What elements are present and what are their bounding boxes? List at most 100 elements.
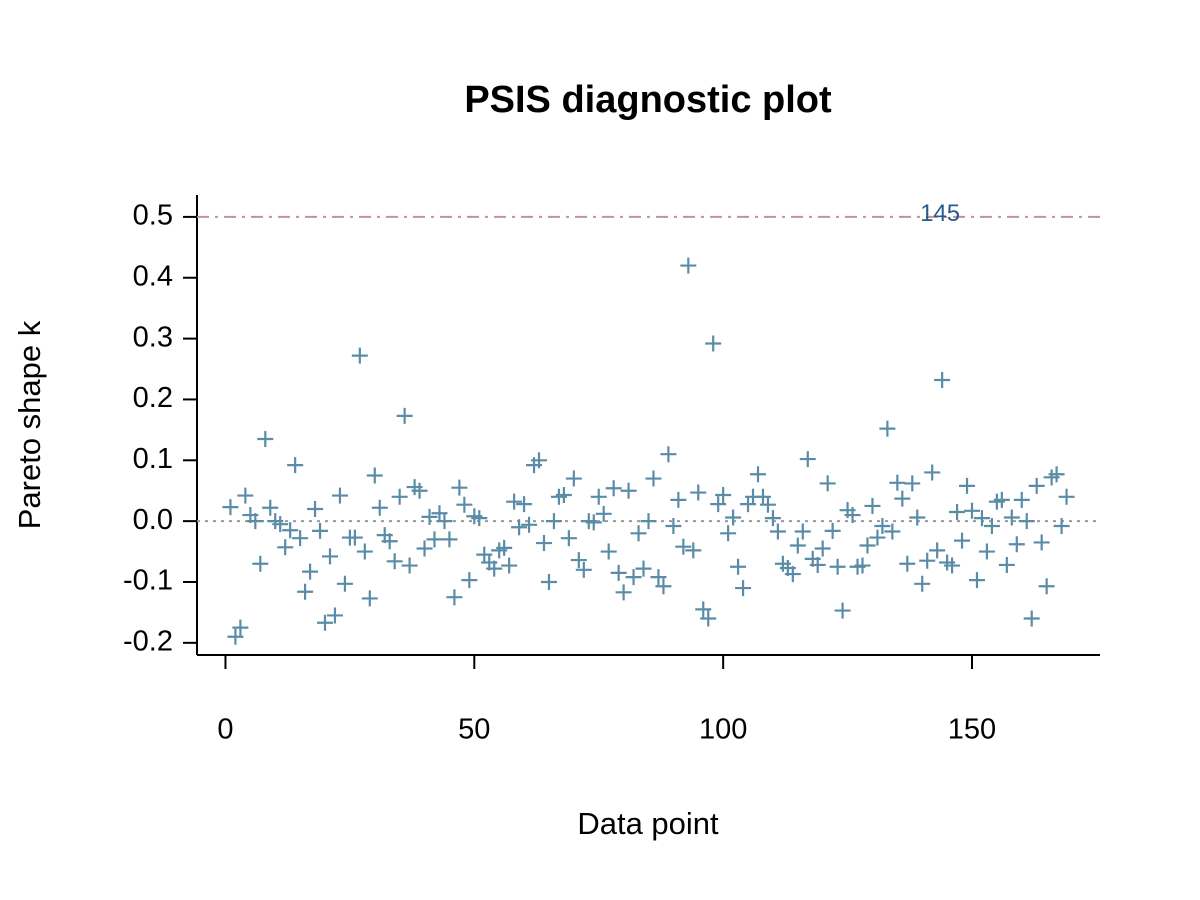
point <box>675 538 692 555</box>
point <box>396 407 413 424</box>
point <box>784 566 801 583</box>
point <box>361 590 378 607</box>
point <box>1013 491 1030 508</box>
point <box>894 490 911 507</box>
point <box>934 371 951 388</box>
point <box>386 553 403 570</box>
y-tick-label: -0.1 <box>123 565 173 597</box>
point <box>685 542 702 559</box>
y-tick-label: 0.5 <box>133 200 173 232</box>
y-tick-label: 0.3 <box>133 321 173 353</box>
point <box>954 532 971 549</box>
point <box>1048 466 1065 483</box>
y-tick-label: 0.2 <box>133 382 173 414</box>
point <box>356 543 373 560</box>
point <box>749 466 766 483</box>
y-tick-label: 0.1 <box>133 443 173 475</box>
point <box>700 610 717 627</box>
point <box>570 552 587 569</box>
point <box>968 572 985 589</box>
point <box>297 583 314 600</box>
point <box>1033 534 1050 551</box>
point <box>521 516 538 533</box>
point <box>963 502 980 519</box>
point <box>735 580 752 597</box>
point <box>630 525 647 542</box>
point <box>844 507 861 524</box>
point <box>247 513 264 530</box>
point <box>904 475 921 492</box>
point <box>655 578 672 595</box>
point <box>794 523 811 540</box>
point <box>411 482 428 499</box>
point <box>326 607 343 624</box>
point <box>978 543 995 560</box>
point <box>381 533 398 550</box>
point <box>496 539 513 556</box>
point <box>635 560 652 577</box>
point <box>252 555 269 572</box>
x-tick-label: 50 <box>458 714 490 746</box>
point <box>501 557 518 574</box>
point <box>924 464 941 481</box>
y-tick-label: 0.0 <box>133 504 173 536</box>
point <box>909 509 926 526</box>
y-tick-label: 0.4 <box>133 260 173 292</box>
point <box>461 572 478 589</box>
point <box>660 446 677 463</box>
point <box>680 257 697 274</box>
point <box>535 535 552 552</box>
point <box>441 531 458 548</box>
point <box>914 575 931 592</box>
point <box>302 563 319 580</box>
point <box>506 493 523 510</box>
x-tick-label: 0 <box>217 714 233 746</box>
point <box>665 518 682 535</box>
chart-title: PSIS diagnostic plot <box>464 79 832 121</box>
point <box>983 518 1000 535</box>
point <box>949 504 966 521</box>
point <box>595 505 612 522</box>
point <box>889 474 906 491</box>
point <box>222 499 239 516</box>
point <box>531 452 548 469</box>
point <box>321 548 338 565</box>
point <box>620 482 637 499</box>
point <box>899 555 916 572</box>
point <box>650 569 667 586</box>
point <box>545 513 562 530</box>
point <box>436 513 453 530</box>
point <box>814 540 831 557</box>
point <box>819 475 836 492</box>
point <box>421 508 438 525</box>
point <box>834 602 851 619</box>
point <box>730 558 747 575</box>
point <box>282 522 299 539</box>
point <box>600 543 617 560</box>
point <box>585 514 602 531</box>
point <box>929 542 946 559</box>
point <box>884 523 901 540</box>
point <box>565 470 582 487</box>
point <box>287 457 304 474</box>
point <box>640 513 657 530</box>
point <box>720 525 737 542</box>
point <box>560 530 577 547</box>
point <box>859 537 876 554</box>
point <box>705 335 722 352</box>
point <box>645 470 662 487</box>
point <box>1028 477 1045 494</box>
point <box>625 569 642 586</box>
point <box>272 516 289 533</box>
point <box>232 619 249 636</box>
point <box>511 519 528 536</box>
point <box>590 488 607 505</box>
point <box>262 499 279 516</box>
point <box>317 614 334 631</box>
y-axis-label: Pareto shape k <box>12 320 47 529</box>
point <box>993 491 1010 508</box>
x-tick-label: 100 <box>699 714 747 746</box>
point <box>764 510 781 527</box>
point <box>371 499 388 516</box>
